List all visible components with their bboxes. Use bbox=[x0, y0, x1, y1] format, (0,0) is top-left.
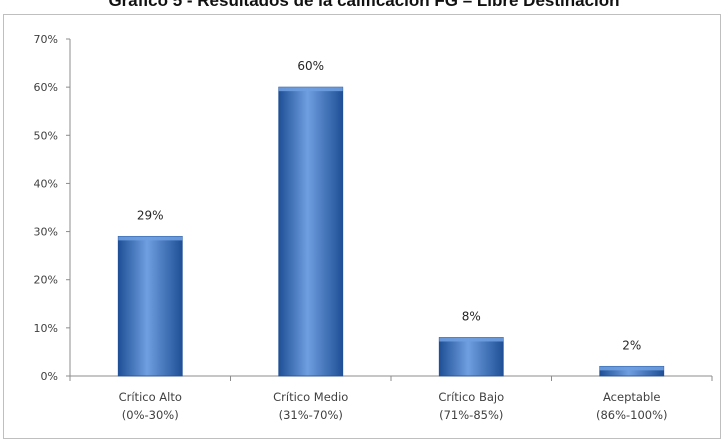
y-tick-label: 20% bbox=[34, 274, 58, 287]
data-label: 29% bbox=[137, 208, 164, 222]
y-tick-label: 60% bbox=[34, 81, 58, 94]
category-label: Crítico Alto bbox=[119, 390, 182, 404]
data-label: 60% bbox=[297, 59, 324, 73]
data-label: 8% bbox=[462, 309, 481, 323]
category-range-label: (0%-30%) bbox=[122, 408, 179, 422]
category-label: Crítico Medio bbox=[273, 390, 348, 404]
chart-title: Gráfico 5 - Resultados de la calificació… bbox=[108, 0, 620, 10]
category-label: Aceptable bbox=[603, 390, 661, 404]
bar-top-highlight bbox=[278, 87, 343, 92]
bar bbox=[438, 337, 504, 377]
bar bbox=[117, 235, 183, 377]
bars bbox=[117, 86, 665, 377]
y-tick-label: 0% bbox=[41, 370, 58, 383]
category-range-label: (31%-70%) bbox=[279, 408, 343, 422]
bar bbox=[278, 86, 344, 377]
category-range-label: (86%-100%) bbox=[596, 408, 668, 422]
y-tick-label: 50% bbox=[34, 129, 58, 142]
labels: 0% 10% 20% 30% 40% 50% 60% 70% 29% Crítico Alto (0… bbox=[34, 33, 668, 422]
y-tick-label: 40% bbox=[34, 177, 58, 190]
category-range-label: (71%-85%) bbox=[439, 408, 503, 422]
y-tick-label: 10% bbox=[34, 322, 58, 335]
bar-top-highlight bbox=[439, 337, 504, 342]
y-tick-label: 70% bbox=[34, 33, 58, 46]
data-label: 2% bbox=[622, 338, 641, 352]
bar-top-highlight bbox=[599, 366, 664, 371]
category-label: Crítico Bajo bbox=[438, 390, 504, 404]
bar-top-highlight bbox=[118, 236, 183, 241]
y-tick-label: 30% bbox=[34, 226, 58, 239]
